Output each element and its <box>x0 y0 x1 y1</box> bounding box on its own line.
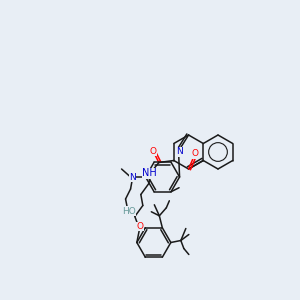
Text: HO: HO <box>122 206 135 215</box>
Text: N: N <box>129 172 136 182</box>
Text: NH: NH <box>142 169 157 178</box>
Text: O: O <box>136 222 143 231</box>
Text: O: O <box>149 147 156 156</box>
Text: N: N <box>176 148 183 157</box>
Text: O: O <box>191 149 198 158</box>
